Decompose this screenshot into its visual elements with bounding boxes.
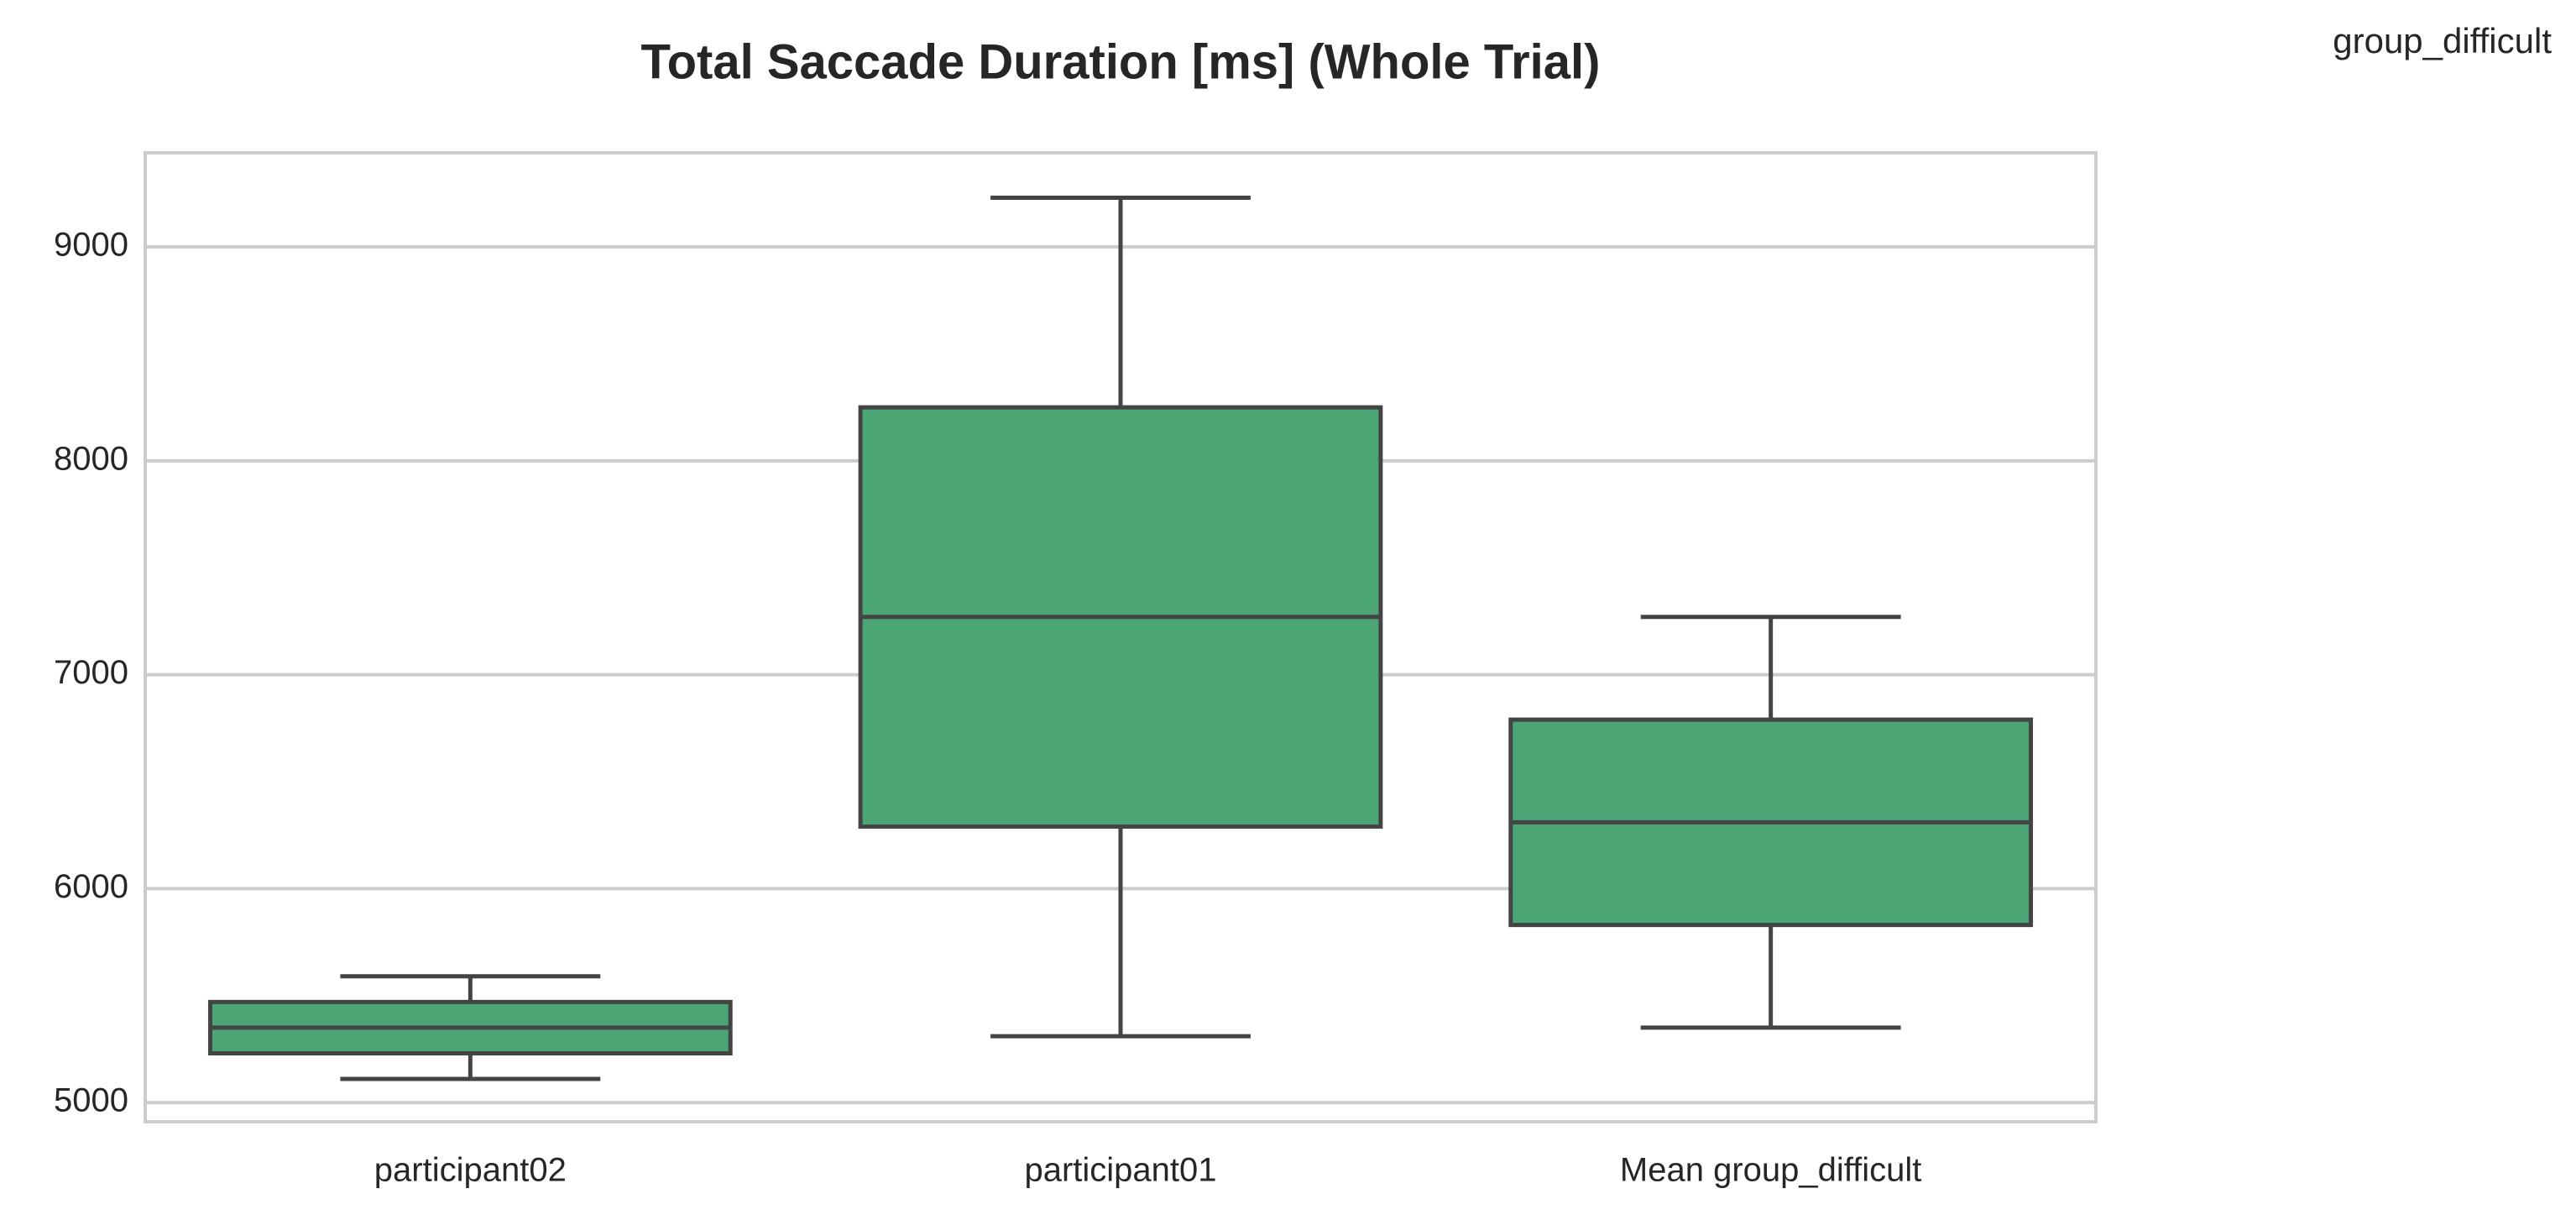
y-tick-label-6000: 6000 [54,868,128,905]
box-group-2 [858,195,1383,1039]
x-tick-labels: participant02 participant01 Mean group_dif… [374,1152,1922,1189]
x-tick-label-2: participant01 [1024,1152,1216,1189]
y-tick-label-9000: 9000 [54,227,128,264]
group-label: group_difficult [2333,21,2552,60]
boxes [207,195,2034,1081]
box-group-3 [1508,615,2034,1030]
y-tick-label-8000: 8000 [54,440,128,477]
x-tick-label-3: Mean group_difficult [1620,1152,1922,1189]
chart-title: Total Saccade Duration [ms] (Whole Trial… [641,34,1601,89]
y-tick-labels: 5000 6000 7000 8000 9000 [54,227,128,1119]
x-tick-label-1: participant02 [374,1152,567,1189]
y-tick-label-7000: 7000 [54,654,128,691]
box-group-1 [207,974,733,1081]
plot-frame [144,151,2098,1123]
y-tick-label-5000: 5000 [54,1082,128,1119]
